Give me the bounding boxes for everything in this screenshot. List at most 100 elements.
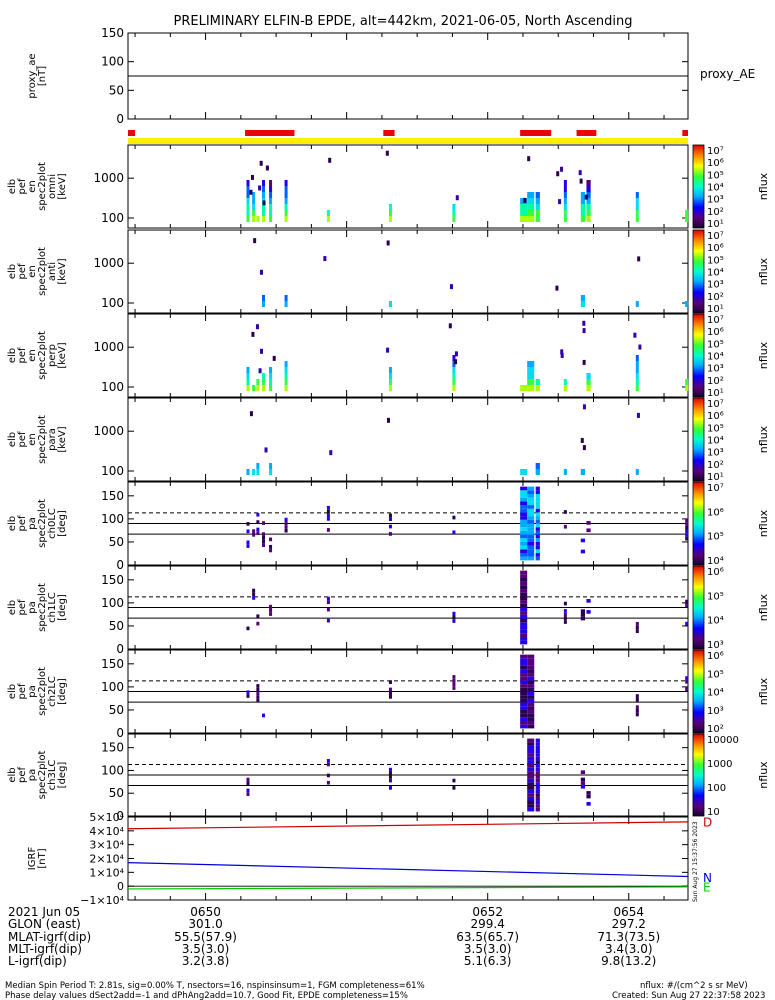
panel-5-heat-cell	[246, 469, 250, 475]
panel-4-ylabel-5: [keV]	[57, 342, 68, 368]
panel-6-yticklabel-2: 50	[109, 535, 124, 549]
panel-5-cbar-tick-0: 10⁷	[707, 399, 724, 410]
panel-7-cbar-tick-2: 10⁴	[707, 616, 724, 627]
panel-9-heat-cell	[388, 778, 392, 783]
panel-2-heat-point	[558, 199, 562, 205]
panel-6-heat-cell	[685, 522, 689, 526]
panel-7-ylabel-3: spec2plot	[37, 583, 48, 632]
panel-4-heat-point	[560, 352, 564, 358]
panel-4-heat-cell	[246, 385, 250, 391]
panel-6-heat-cell	[527, 556, 535, 561]
panel-5-heat-point	[249, 411, 253, 417]
panel-9-heat-cell	[580, 784, 586, 789]
panel-7-heat-cell	[685, 603, 689, 608]
panel-4-heat-cell	[535, 385, 540, 391]
panel-8-cbar-tick-4: 10²	[707, 724, 724, 735]
panel-2-heat-cell	[635, 210, 639, 216]
panel-6-heat-cell	[284, 521, 288, 526]
panel-6-heat-cell	[535, 493, 540, 498]
panel-4-heat-point	[260, 348, 264, 354]
panel-7-heat-cell	[520, 618, 528, 623]
panel-5-heat-point	[636, 412, 640, 418]
panel-7-heat-cell	[256, 621, 260, 626]
panel-6-heat-cell	[262, 543, 266, 548]
panel-7-heat-cell	[520, 633, 528, 638]
panel-7-heat-cell	[563, 616, 567, 621]
panel-4-heat-cell	[284, 379, 288, 385]
panel-2-heat-cell	[563, 192, 567, 198]
panel-3-heat-cell	[262, 301, 266, 307]
panel-2-heat-cell	[563, 180, 567, 186]
panel-2-heat-cell	[586, 198, 591, 204]
panel-5-heat-point	[386, 417, 390, 423]
panel-7-heat-cell	[452, 611, 456, 616]
panel-8-heat-cell	[527, 676, 535, 681]
panel-6-cbar-tick-0: 10⁷	[707, 483, 724, 494]
panel-4-heat-cell	[527, 379, 535, 385]
panel-4-heat-point	[560, 349, 564, 355]
panel-2-cbar-tick-6: 10¹	[707, 219, 724, 230]
panel-6-heat-cell	[563, 510, 567, 514]
panel-3-yticklabel-0: 1000	[93, 256, 124, 270]
panel-4-heat-point	[454, 359, 458, 365]
panel-7-heat-cell	[563, 609, 567, 613]
panel-4-yticklabel-1: 100	[101, 380, 124, 394]
panel-9-heat-cell	[535, 764, 540, 768]
panel-2-heat-cell	[635, 216, 639, 222]
panel-2-heat-cell	[527, 216, 535, 222]
panel-6-heat-cell	[527, 553, 535, 557]
panel-7-heat-cell	[452, 615, 456, 620]
panel-8-heat-cell	[635, 697, 639, 702]
panel-9-heat-cell	[535, 789, 540, 794]
panel-4-cbar-tick-5: 10²	[707, 376, 724, 387]
panel-9-ylabel-0: elb	[7, 767, 18, 782]
panel-8-ylabel-2: pa	[27, 685, 38, 697]
panel-4-heat-cell	[284, 361, 288, 367]
panel-6-heat-cell	[527, 519, 535, 524]
panel-7-heat-cell	[520, 589, 528, 593]
panel-9-heat-cell	[535, 796, 540, 801]
panel-5-ylabel-1: pef	[17, 431, 28, 448]
panel-8-heat-cell	[520, 713, 528, 718]
panel-6-heat-cell	[520, 516, 528, 520]
panel-4-ylabel-1: pef	[17, 347, 28, 364]
panel-4-heat-cell	[256, 379, 260, 385]
panel-6-heat-cell	[252, 529, 256, 533]
panel-4-heat-cell	[635, 385, 639, 391]
panel-6-heat-cell	[520, 512, 528, 517]
panel-0-yticklabel-3: 0	[116, 112, 124, 126]
axis-row-2-value-2: 3.4(3.0)	[605, 942, 653, 956]
panel-4-heat-point	[454, 351, 458, 357]
panel-6-heat-cell	[685, 525, 689, 530]
panel-4-heat-point	[582, 320, 586, 326]
footer-left-line1: Median Spin Period T: 2.81s, sig=0.00% T…	[5, 981, 425, 991]
panel-3-ylabel-5: [keV]	[57, 258, 68, 284]
panel-9-heat-cell	[535, 800, 540, 805]
panel-9-ylabel-5: [deg]	[57, 762, 68, 789]
panel-8-heat-cell	[520, 661, 528, 666]
panel-3-ylabel-1: pef	[17, 263, 28, 280]
axis-row-label-1: MLAT-igrf(dip)	[8, 930, 91, 944]
panel-8-heat-cell	[520, 698, 528, 703]
panel-2-ylabel-2: en	[27, 180, 38, 193]
panel-9-heat-cell	[527, 745, 535, 750]
panel-2-colorbar	[692, 144, 705, 229]
panel-9-heat-cell	[535, 753, 540, 757]
panel-2-heat-cell	[246, 192, 250, 198]
panel-4-cbar-tick-4: 10³	[707, 364, 724, 375]
panel-3-heat-point	[253, 238, 257, 244]
panel-4-heat-cell	[388, 379, 392, 385]
panel-6-cbar-tick-2: 10⁵	[707, 532, 724, 543]
panel-9-heat-cell	[246, 792, 250, 796]
panel-9-yticklabel-2: 50	[109, 786, 124, 800]
panel-9-heat-cell	[452, 778, 456, 783]
panel-9-heat-cell	[527, 807, 535, 812]
panel-2-heat-cell	[535, 192, 540, 198]
panel-6-heat-cell	[535, 512, 540, 517]
panel-8-heat-cell	[635, 705, 639, 709]
panel-8-heat-cell	[388, 695, 392, 699]
panel-9-heat-cell	[388, 767, 392, 772]
panel-9-heat-cell	[586, 802, 591, 806]
panel-6-heat-cell	[326, 517, 330, 521]
panel-4-heat-cell	[269, 379, 273, 385]
